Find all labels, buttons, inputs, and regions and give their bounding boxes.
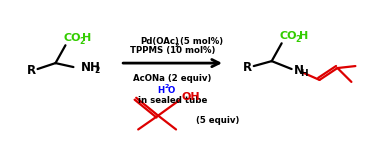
Text: 2: 2 xyxy=(174,43,178,48)
Text: O: O xyxy=(167,86,175,95)
Text: N: N xyxy=(294,64,304,77)
Text: H: H xyxy=(82,33,91,43)
Text: (5 mol%): (5 mol%) xyxy=(177,37,223,46)
Text: CO: CO xyxy=(280,31,297,41)
Text: 2: 2 xyxy=(94,66,99,74)
Text: in sealed tube: in sealed tube xyxy=(138,96,207,105)
Text: 2: 2 xyxy=(79,37,85,46)
Text: OH: OH xyxy=(181,92,200,102)
Text: Pd(OAc): Pd(OAc) xyxy=(140,37,179,46)
Text: R: R xyxy=(243,61,253,74)
Text: 2: 2 xyxy=(296,35,301,44)
Text: CO: CO xyxy=(64,33,81,43)
Text: (5 equiv): (5 equiv) xyxy=(196,116,239,125)
Text: TPPMS (10 mol%): TPPMS (10 mol%) xyxy=(130,46,215,55)
Text: NH: NH xyxy=(81,61,100,74)
Text: H: H xyxy=(158,86,165,95)
Text: H: H xyxy=(299,31,308,41)
Text: 2: 2 xyxy=(164,84,169,89)
Text: R: R xyxy=(27,64,36,77)
Text: AcONa (2 equiv): AcONa (2 equiv) xyxy=(133,74,212,83)
Text: H: H xyxy=(301,69,308,79)
